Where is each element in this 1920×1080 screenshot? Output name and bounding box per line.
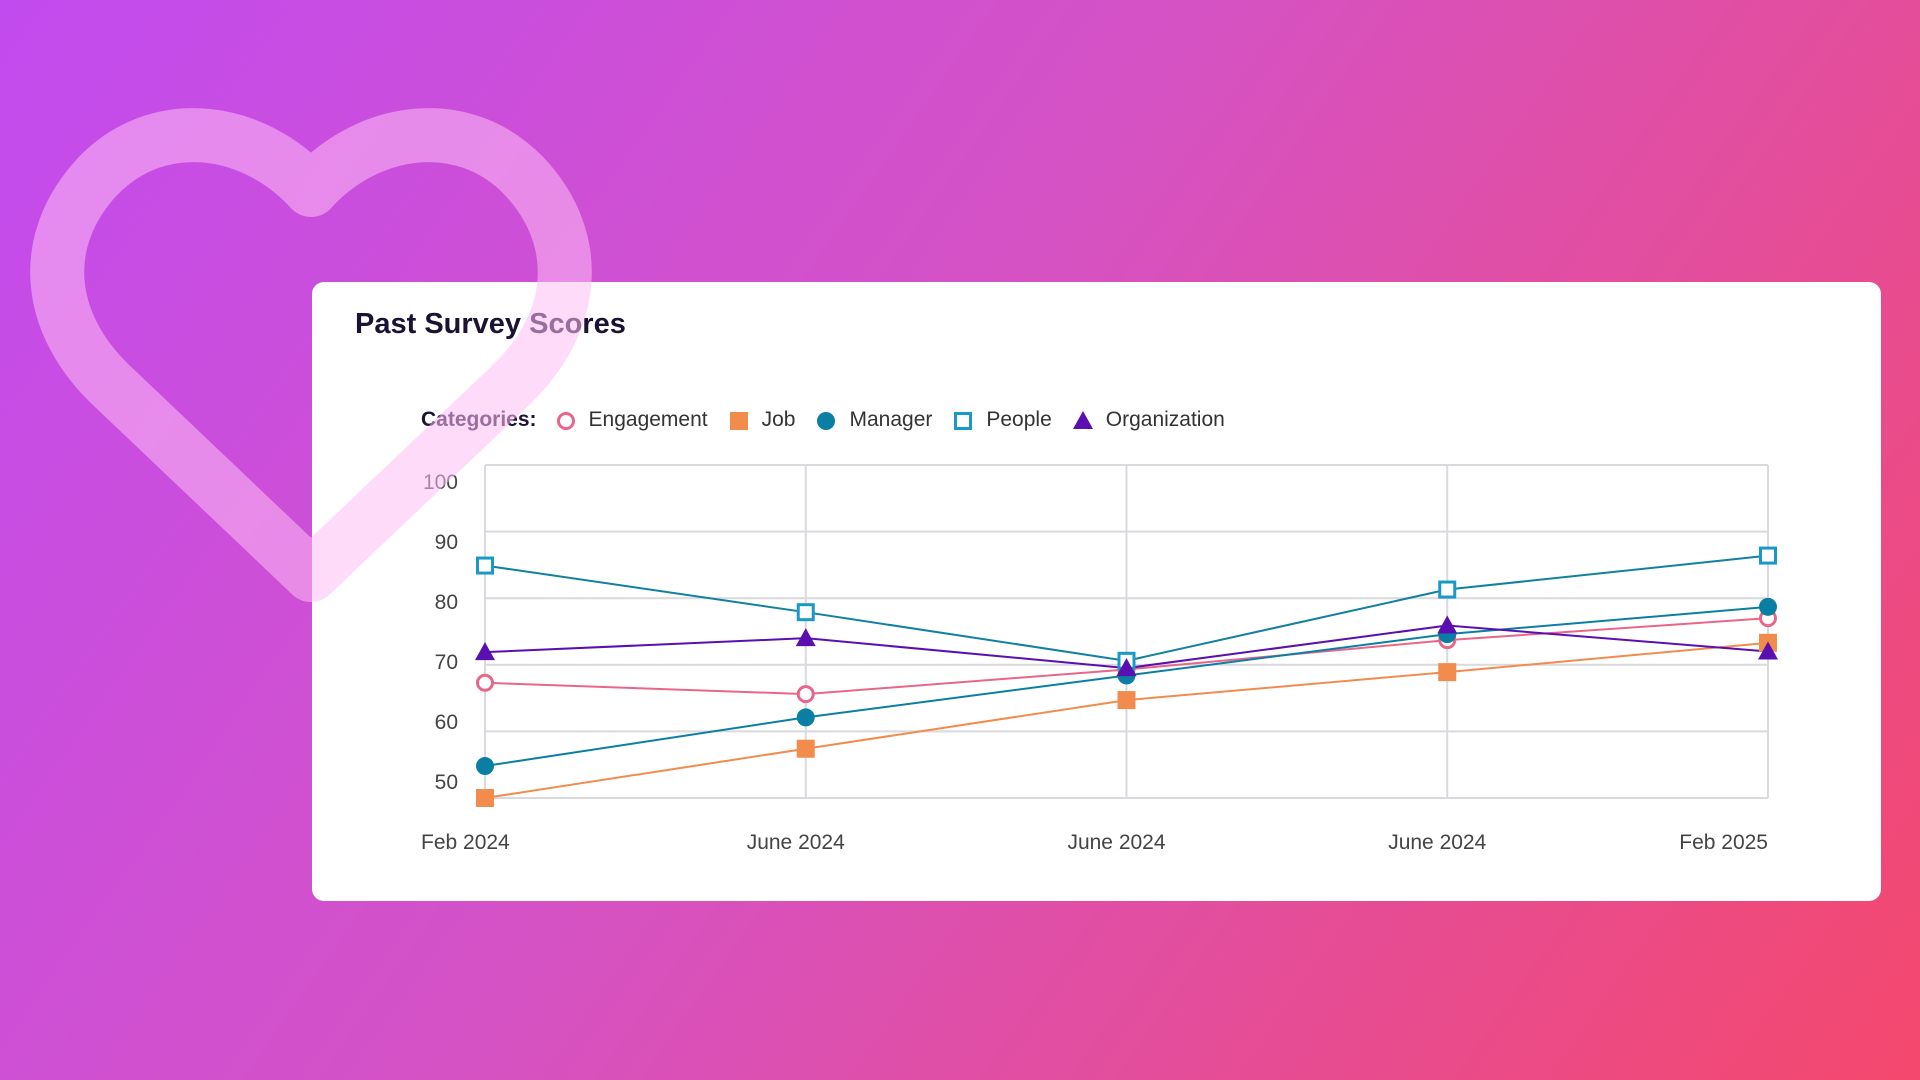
legend-marker-organization	[1072, 411, 1093, 429]
x-tick-label: Feb 2024	[421, 831, 510, 854]
legend-item-people: People	[952, 408, 1052, 432]
y-tick-label: 60	[435, 711, 458, 734]
y-tick-label: 100	[423, 471, 458, 494]
y-tick-label: 50	[435, 771, 458, 794]
legend-item-engagement: Engagement	[555, 408, 708, 432]
x-tick-label: June 2024	[1388, 831, 1486, 854]
legend-marker-engagement	[556, 412, 575, 430]
y-tick-label: 80	[435, 591, 458, 614]
legend-item-organization: Organization	[1072, 408, 1225, 432]
x-tick-label: Feb 2025	[1679, 831, 1768, 854]
data-point-job	[1117, 691, 1136, 710]
legend-marker-manager	[817, 412, 836, 430]
data-point-people	[476, 556, 494, 575]
legend-circle-icon	[817, 412, 836, 430]
legend-text: Manager	[849, 408, 933, 431]
x-tick-label: June 2024	[1067, 831, 1165, 854]
chart-title: Past Survey Scores	[355, 308, 626, 340]
legend-item-manager: Manager	[815, 408, 932, 432]
legend-text: Job	[761, 408, 796, 431]
legend-square-icon	[729, 412, 748, 430]
data-point-engagement	[476, 673, 494, 692]
legend-text: Engagement	[588, 408, 708, 431]
line-chart: 100 90 80 70 60 50 Feb 2024 June 2024 June 2024 J…	[421, 464, 1778, 854]
data-point-manager	[476, 757, 494, 776]
legend-marker-people	[954, 412, 973, 430]
data-point-job	[476, 789, 494, 807]
data-point-people	[1438, 580, 1457, 599]
data-point-people	[1759, 546, 1777, 565]
data-point-organization	[1437, 615, 1458, 634]
data-point-manager	[1759, 597, 1777, 616]
chart-card: 100 90 80 70 60 50 Feb 2024 June 2024 June 2024 J…	[312, 282, 1881, 901]
legend-triangle-icon	[1072, 411, 1093, 429]
data-point-organization	[795, 628, 816, 647]
legend-circle-open-icon	[556, 412, 575, 430]
data-point-people	[796, 603, 815, 622]
legend-label: Categories:	[421, 408, 537, 431]
legend-text: People	[986, 408, 1052, 431]
data-point-job	[1438, 663, 1457, 682]
y-tick-label: 90	[435, 531, 458, 554]
data-point-engagement	[796, 685, 815, 704]
legend-marker-job	[729, 412, 748, 430]
data-point-organization	[1758, 641, 1778, 660]
legend: Categories: Engagement Job Manager People Or…	[421, 408, 1245, 432]
data-point-organization	[1116, 658, 1137, 677]
data-point-job	[796, 739, 815, 758]
y-tick-label: 70	[435, 651, 458, 674]
legend-text: Organization	[1105, 408, 1225, 431]
x-tick-label: June 2024	[747, 831, 845, 854]
legend-item-job: Job	[728, 408, 796, 432]
data-point-manager	[796, 708, 815, 727]
data-point-organization	[475, 642, 495, 661]
legend-square-open-icon	[954, 412, 973, 430]
